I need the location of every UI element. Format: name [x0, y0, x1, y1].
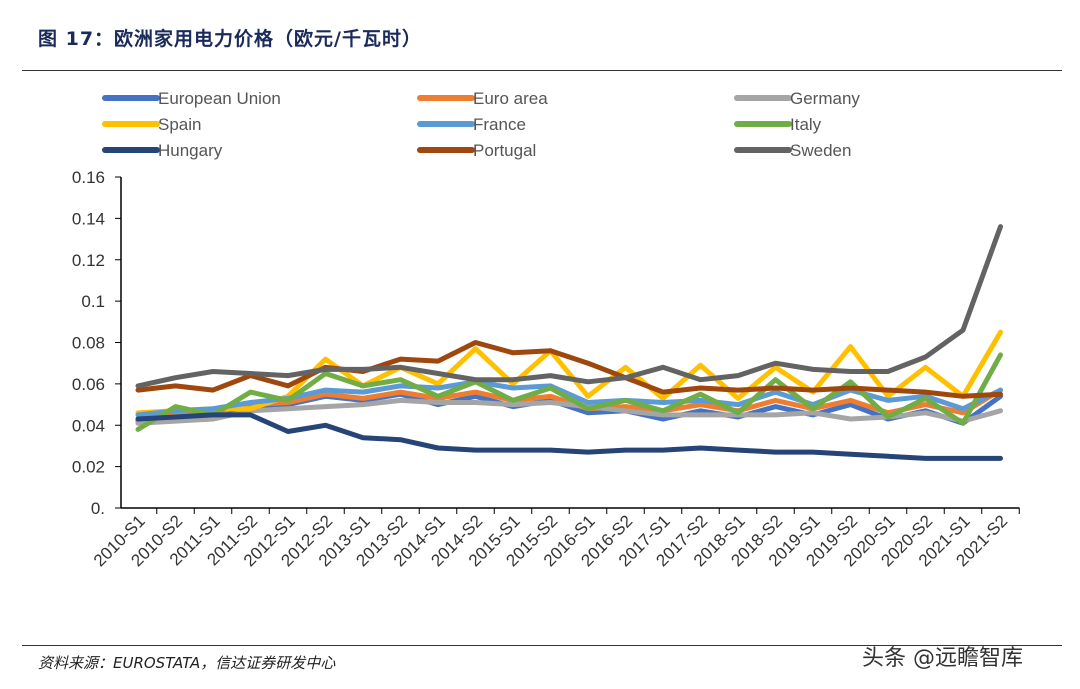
legend-label: Italy	[790, 115, 822, 134]
legend-label: Euro area	[473, 89, 548, 108]
top-rule	[22, 70, 1062, 71]
series-line-portugal	[135, 340, 1003, 399]
legend-label: Hungary	[158, 141, 223, 160]
y-tick-label: 0.	[91, 499, 105, 518]
legend-label: Germany	[790, 89, 860, 108]
y-tick-label: 0.04	[72, 416, 105, 435]
legend-label: European Union	[158, 89, 281, 108]
y-tick-label: 0.14	[72, 209, 105, 228]
series-line-sweden	[135, 224, 1003, 389]
series-line-hungary	[135, 412, 1003, 461]
y-tick-label: 0.06	[72, 375, 105, 394]
legend-label: Sweden	[790, 141, 851, 160]
legend-label: Portugal	[473, 141, 536, 160]
source-note: 资料来源：EUROSTATA，信达证券研发中心	[38, 654, 336, 672]
y-tick-label: 0.08	[72, 334, 105, 353]
figure-title: 图 17：欧洲家用电力价格（欧元/千瓦时）	[38, 28, 422, 50]
y-tick-label: 0.1	[81, 292, 105, 311]
y-tick-label: 0.02	[72, 458, 105, 477]
legend-label: France	[473, 115, 526, 134]
series-line-germany	[135, 397, 1003, 426]
y-tick-label: 0.12	[72, 251, 105, 270]
legend-label: Spain	[158, 115, 201, 134]
bottom-rule	[22, 645, 1062, 646]
watermark: 头条 @远瞻智库	[862, 646, 1023, 671]
y-tick-label: 0.16	[72, 168, 105, 187]
